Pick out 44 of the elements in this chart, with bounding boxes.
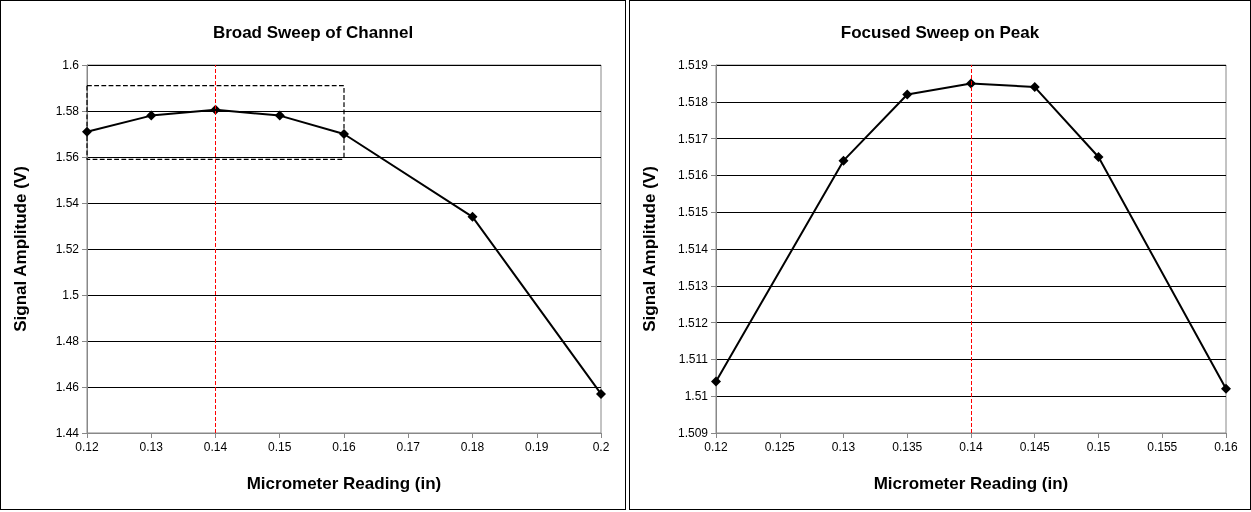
x-tick-label: 0.18: [460, 440, 485, 454]
y-tick-label: 1.6: [62, 58, 80, 72]
y-tick-label: 1.514: [677, 242, 709, 256]
y-tick-label: 1.46: [55, 380, 80, 394]
x-tick-label: 0.13: [139, 440, 164, 454]
x-tick-label: 0.13: [831, 440, 856, 454]
x-tick-label: 0.15: [268, 440, 292, 454]
x-axis-title: Micrometer Reading (in): [246, 474, 442, 493]
x-tick-label: 0.14: [203, 440, 228, 454]
y-tick-label: 1.5: [62, 288, 80, 302]
x-tick-label: 0.14: [959, 440, 983, 454]
x-tick-label: 0.145: [1019, 440, 1051, 454]
y-tick-label: 1.519: [677, 58, 709, 72]
x-tick-label: 0.16: [332, 440, 356, 454]
y-tick-label: 1.516: [677, 168, 709, 183]
x-tick-label: 0.16: [1214, 440, 1238, 454]
y-tick-label: 1.509: [677, 426, 709, 440]
y-tick-label: 1.44: [55, 426, 80, 440]
y-tick-label: 1.52: [55, 242, 80, 256]
x-tick-label: 0.155: [1147, 440, 1178, 454]
x-tick-label: 0.135: [892, 440, 923, 454]
x-tick-label: 0.15: [1086, 440, 1111, 454]
y-axis-title: Signal Amplitude (V): [640, 166, 659, 332]
y-tick-label: 1.51: [684, 389, 709, 404]
y-tick-label: 1.48: [55, 334, 80, 348]
x-tick-label: 0.19: [525, 440, 549, 454]
x-tick-label: 0.12: [75, 440, 99, 454]
y-tick-label: 1.511: [678, 352, 709, 367]
x-tick-label: 0.2: [592, 440, 610, 454]
chart-title: Broad Sweep of Channel: [212, 23, 414, 42]
y-tick-label: 1.54: [55, 196, 80, 210]
x-tick-label: 0.17: [396, 440, 421, 454]
y-tick-label: 1.517: [677, 131, 709, 146]
y-tick-label: 1.515: [677, 205, 709, 220]
chart-title: Focused Sweep on Peak: [840, 23, 1040, 42]
x-tick-label: 0.12: [704, 440, 728, 454]
x-axis-title: Micrometer Reading (in): [873, 474, 1069, 493]
y-tick-label: 1.518: [677, 94, 709, 109]
y-tick-label: 1.58: [55, 104, 80, 118]
y-axis-title: Signal Amplitude (V): [11, 166, 30, 332]
x-tick-label: 0.125: [764, 440, 796, 454]
y-tick-label: 1.512: [677, 315, 709, 330]
y-tick-label: 1.56: [55, 150, 80, 164]
y-tick-label: 1.513: [677, 278, 709, 293]
